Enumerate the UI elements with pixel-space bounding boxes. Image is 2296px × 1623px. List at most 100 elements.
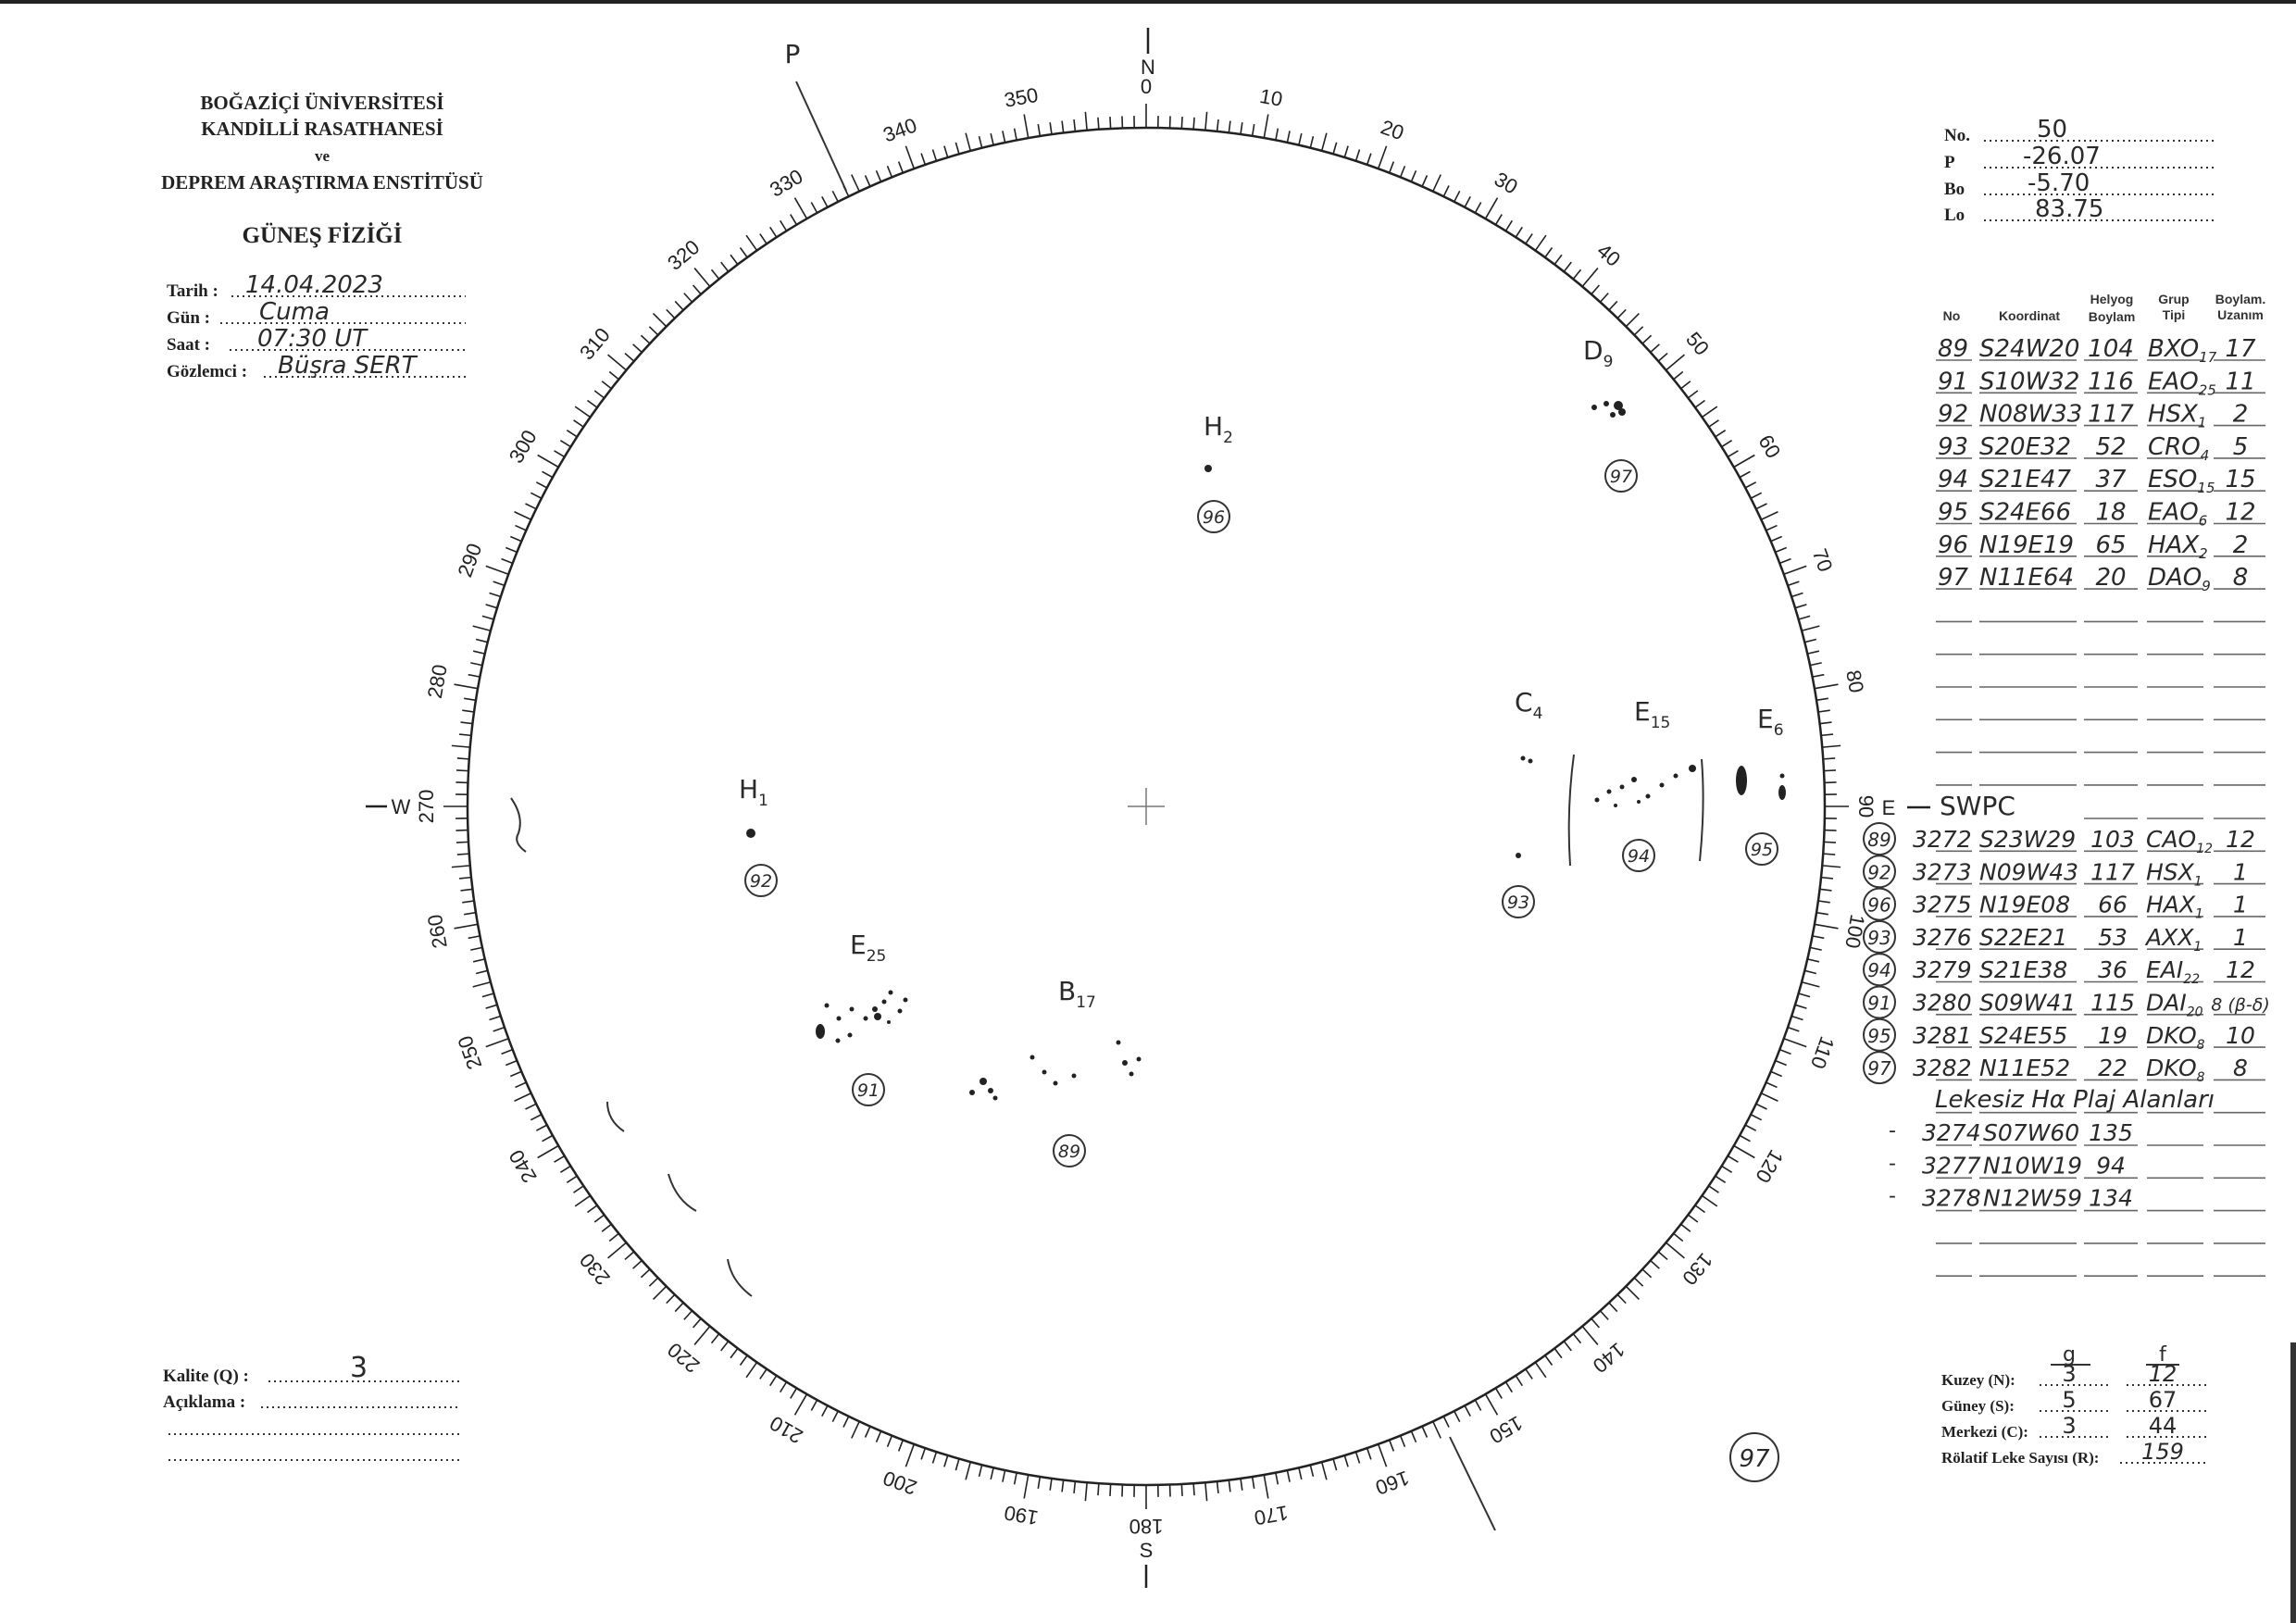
f-header: f	[2159, 1343, 2167, 1367]
degree-tick	[1591, 284, 1601, 295]
plage-row: - 3277 N10W19 94	[1889, 1152, 2126, 1179]
spot-group-label: D9	[1583, 335, 1613, 371]
degree-tick	[1733, 1144, 1755, 1159]
degree-tick	[897, 161, 905, 173]
group-extent: 5	[2233, 433, 2249, 461]
degree-tick	[640, 334, 651, 344]
group-coord: N11E64	[1979, 564, 2074, 592]
dash: -	[1889, 1152, 1896, 1175]
degree-tick	[1410, 1430, 1417, 1443]
degree-tick	[1616, 1293, 1627, 1305]
p-label: P	[1944, 153, 1955, 172]
table-row: 95 S24E66 18 EAO6 12	[1938, 499, 2256, 530]
noaa-region: 3278	[1922, 1185, 1981, 1212]
degree-tick	[455, 841, 469, 843]
degree-tick	[1432, 1420, 1441, 1439]
degree-tick	[1817, 709, 1830, 713]
degree-tick	[455, 769, 469, 772]
degree-tick	[1807, 650, 1820, 655]
degree-tick	[1687, 390, 1699, 399]
degree-tick	[875, 1430, 882, 1443]
degree-tick	[1563, 1341, 1572, 1352]
degree-tick	[1721, 1165, 1733, 1173]
group-extent: 12	[2225, 499, 2255, 527]
degree-tick	[566, 430, 578, 438]
degree-tick	[1097, 117, 1100, 130]
degree-tick	[554, 450, 566, 458]
degree-tick	[1823, 841, 1837, 843]
degree-tick	[1715, 1175, 1727, 1183]
degree-tick	[1804, 638, 1817, 643]
degree-tick	[472, 625, 492, 632]
group-extent: 8	[2233, 564, 2249, 592]
sunspots	[746, 401, 1786, 1101]
degree-tick	[1775, 1059, 1787, 1067]
swpc-row: 92 3273 N09W43 117 HSX1 1	[1863, 855, 2248, 889]
degree-tick	[1399, 1435, 1406, 1447]
degree-tick	[1332, 1458, 1338, 1471]
degree-tick	[574, 1194, 592, 1207]
group-no: 89	[1938, 335, 1968, 363]
degree-tick	[459, 876, 472, 880]
degree-tick	[790, 214, 798, 226]
degree-tick	[683, 293, 693, 303]
group-longitude: 20	[2095, 564, 2126, 592]
group-coord: N19E19	[1979, 531, 2074, 559]
group-no: 91	[1938, 368, 1968, 395]
degree-tick	[1388, 161, 1395, 173]
swpc-extent: 12	[2226, 956, 2255, 983]
degree-tick	[456, 757, 469, 760]
degree-tick	[1814, 923, 1839, 930]
sunspot-summary: g f Kuzey (N): 3 12 Güney (S): 5 67 Merk…	[1941, 1343, 2206, 1467]
degree-tick	[501, 1048, 513, 1055]
degree-tick	[1572, 1333, 1582, 1344]
degree-tick	[456, 853, 469, 855]
degree-tick	[464, 697, 477, 702]
degree-tick	[509, 535, 522, 543]
group-number: 95	[1867, 1025, 1890, 1047]
degree-tick	[1657, 1251, 1668, 1261]
spot-group: E25 91	[850, 930, 886, 1106]
swpc-extent: 1	[2233, 924, 2248, 951]
degree-tick	[632, 1259, 643, 1269]
degree-tick	[587, 1205, 598, 1214]
swpc-row: 95 3281 S24E55 19 DKO8 10	[1863, 1017, 2255, 1053]
lo-label: Lo	[1944, 206, 1965, 225]
degree-tick	[537, 1144, 559, 1159]
degree-tick	[1061, 120, 1065, 133]
degree-tick	[459, 733, 472, 737]
table-row: 96 N19E19 65 HAX2 2	[1938, 531, 2248, 562]
degree-tick	[745, 234, 758, 252]
swpc-coord: S24E55	[1979, 1022, 2067, 1049]
group-number: 93	[1867, 927, 1890, 949]
degree-tick	[1023, 1474, 1029, 1499]
degree-tick	[1421, 175, 1429, 187]
degree-tick	[481, 615, 494, 620]
group-number: 92	[1867, 861, 1890, 883]
degree-tick	[542, 1134, 554, 1142]
degree-label: 80	[1841, 668, 1868, 694]
degree-tick	[745, 1361, 758, 1379]
relative-number-value: 159	[2141, 1439, 2184, 1465]
scan-right-edge	[2290, 1342, 2296, 1623]
degree-tick	[1739, 1134, 1751, 1142]
degree-tick	[481, 993, 494, 998]
degree-tick	[1377, 145, 1388, 169]
degree-tick	[1180, 1483, 1183, 1497]
group-no: 96	[1938, 531, 1968, 559]
south-f: 67	[2149, 1387, 2177, 1413]
degree-tick	[1673, 1232, 1684, 1242]
degree-tick	[1228, 120, 1231, 133]
degree-tick	[472, 958, 485, 963]
group-longitude: 18	[2095, 499, 2126, 527]
group-coord: N08W33	[1979, 401, 2082, 429]
date-field: Tarih : 14.04.2023	[167, 271, 466, 301]
degree-tick	[1804, 969, 1817, 975]
swpc-table-body: 89 3272 S23W29 103 CAO12 12 92 3273 N09W43 117 HSX…	[1863, 822, 2270, 1085]
degree-tick	[1819, 721, 1832, 725]
degree-tick	[1798, 615, 1811, 620]
degree-tick	[1650, 343, 1660, 354]
degree-tick	[1657, 352, 1668, 362]
group-type: EAO6	[2148, 499, 2207, 530]
degree-tick	[1354, 149, 1361, 162]
